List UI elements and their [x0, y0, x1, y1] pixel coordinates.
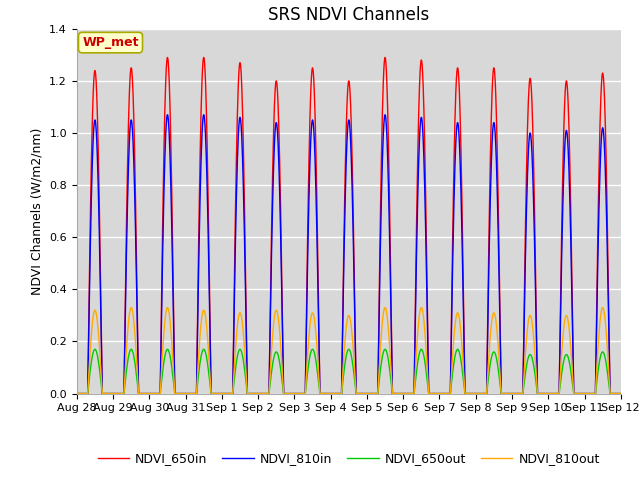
NDVI_650in: [138, 391, 146, 396]
NDVI_810out: [73, 391, 81, 396]
NDVI_810in: [413, 217, 421, 223]
NDVI_810out: [138, 391, 146, 396]
NDVI_650in: [566, 194, 574, 200]
NDVI_810in: [282, 391, 289, 396]
NDVI_650in: [73, 391, 81, 396]
NDVI_810out: [282, 391, 289, 396]
NDVI_810in: [588, 391, 596, 396]
Line: NDVI_650out: NDVI_650out: [77, 349, 621, 394]
NDVI_810out: [127, 305, 135, 311]
NDVI_810out: [413, 336, 421, 342]
NDVI_650in: [564, 96, 572, 102]
NDVI_650out: [566, 366, 574, 372]
NDVI_810out: [566, 342, 574, 348]
Line: NDVI_810out: NDVI_810out: [77, 308, 621, 394]
NDVI_810in: [73, 391, 81, 396]
NDVI_650in: [617, 391, 625, 396]
NDVI_650in: [588, 391, 596, 396]
NDVI_810in: [617, 391, 625, 396]
NDVI_810in: [164, 112, 172, 118]
NDVI_650out: [91, 347, 99, 352]
Line: NDVI_650in: NDVI_650in: [77, 58, 621, 394]
NDVI_650out: [138, 391, 146, 396]
NDVI_810in: [138, 391, 146, 396]
Line: NDVI_810in: NDVI_810in: [77, 115, 621, 394]
NDVI_810out: [588, 391, 596, 396]
NDVI_650out: [413, 363, 421, 369]
NDVI_650out: [282, 391, 289, 396]
NDVI_810out: [564, 317, 572, 323]
Y-axis label: NDVI Channels (W/m2/nm): NDVI Channels (W/m2/nm): [31, 128, 44, 295]
NDVI_650in: [413, 181, 421, 187]
NDVI_650out: [564, 354, 572, 360]
NDVI_810in: [564, 143, 572, 148]
NDVI_810out: [617, 391, 625, 396]
NDVI_650out: [73, 391, 81, 396]
NDVI_650out: [617, 391, 625, 396]
Text: WP_met: WP_met: [82, 36, 139, 49]
NDVI_810in: [566, 225, 574, 231]
Title: SRS NDVI Channels: SRS NDVI Channels: [268, 6, 429, 24]
NDVI_650in: [282, 391, 289, 396]
NDVI_650in: [164, 55, 172, 60]
NDVI_650out: [588, 391, 596, 396]
Legend: NDVI_650in, NDVI_810in, NDVI_650out, NDVI_810out: NDVI_650in, NDVI_810in, NDVI_650out, NDV…: [93, 447, 605, 470]
